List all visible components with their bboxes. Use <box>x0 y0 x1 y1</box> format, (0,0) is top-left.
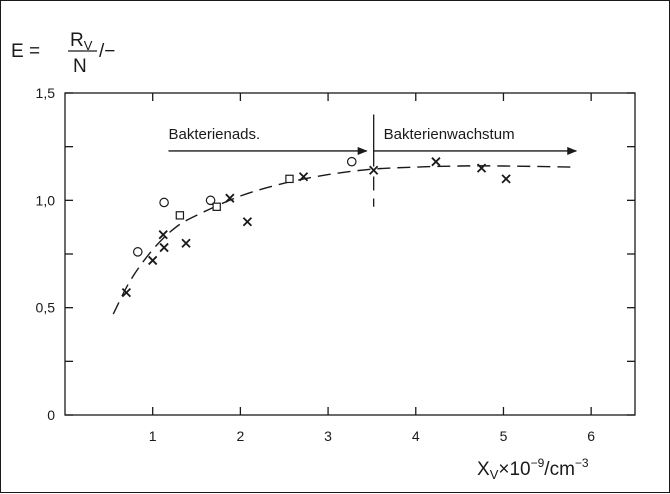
cross-point-9 <box>431 157 441 167</box>
cross-point-4 <box>181 238 191 248</box>
cross-point-2 <box>158 230 168 240</box>
y-label-numerator-sub: V <box>84 38 93 53</box>
cross-point-5 <box>225 193 235 203</box>
x-label-unit: /cm <box>544 459 575 480</box>
x-tick-labels: 1 2 3 4 5 6 <box>149 428 595 444</box>
cross-point-10 <box>476 163 487 173</box>
cross-point-3 <box>159 242 169 253</box>
x-label-exp1: −9 <box>531 456 545 470</box>
circle-point-1 <box>159 197 169 208</box>
y-ticks <box>65 92 635 416</box>
x-tick-label-3: 4 <box>412 428 420 444</box>
cross-point-6 <box>242 217 253 227</box>
x-label-times: × <box>498 459 509 480</box>
cross-point-8 <box>369 165 379 175</box>
y-label-numerator: RV <box>70 30 93 53</box>
x-label-main: X <box>477 459 490 480</box>
circle-point-2 <box>205 195 216 206</box>
y-label-denominator: N <box>73 56 87 77</box>
cross-point-7 <box>298 172 309 182</box>
x-tick-label-0: 1 <box>149 428 157 444</box>
y-tick-label-0: 0 <box>47 407 55 423</box>
y-tick-label-3: 1,5 <box>36 85 56 101</box>
x-ticks <box>152 93 592 415</box>
x-label-base: 10 <box>509 459 530 480</box>
y-axis-label: E = RV N /− <box>11 30 115 77</box>
data-points <box>121 156 511 298</box>
y-label-prefix: E = <box>11 41 40 62</box>
square-point-0 <box>175 211 185 220</box>
circle-point-3 <box>346 156 357 167</box>
x-label-sub: V <box>490 467 499 482</box>
cross-point-0 <box>121 288 132 298</box>
growth-label: Bakterienwachstum <box>384 126 515 143</box>
cross-point-11 <box>501 174 511 184</box>
x-tick-label-5: 6 <box>587 428 595 444</box>
x-tick-label-1: 2 <box>236 428 244 444</box>
plot-area <box>64 92 636 416</box>
y-tick-labels: 0 0,5 1,0 1,5 <box>36 85 56 423</box>
x-axis-label: XV×10−9/cm−3 <box>477 456 589 482</box>
square-point-2 <box>285 174 294 184</box>
square-point-1 <box>212 202 221 211</box>
y-tick-label-1: 0,5 <box>36 300 56 316</box>
fit-curve <box>112 165 574 315</box>
x-tick-label-4: 5 <box>500 428 508 444</box>
x-label-exp2: −3 <box>575 456 589 470</box>
cross-point-1 <box>148 255 158 266</box>
y-tick-label-2: 1,0 <box>36 192 56 208</box>
y-label-numerator-main: R <box>70 30 84 51</box>
adsorption-label: Bakterienads. <box>168 126 260 143</box>
circle-point-0 <box>132 247 143 257</box>
x-tick-label-2: 3 <box>324 428 332 444</box>
y-label-suffix: /− <box>99 41 115 62</box>
